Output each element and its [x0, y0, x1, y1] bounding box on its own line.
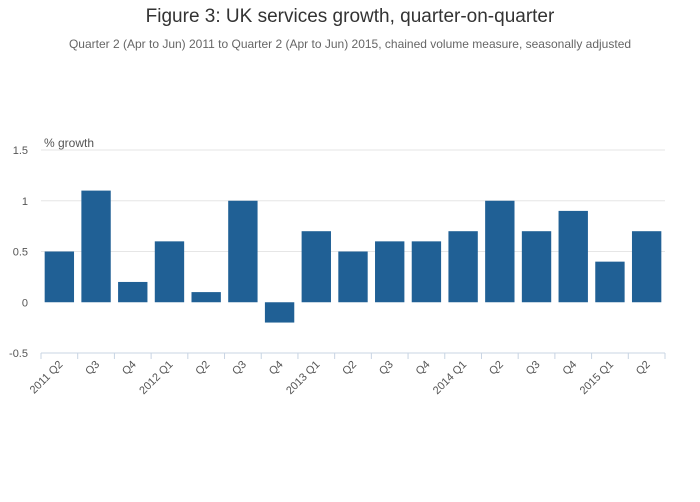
x-tick-label: Q2	[634, 359, 653, 378]
y-tick-label: 0	[22, 297, 28, 309]
bar	[411, 241, 442, 303]
x-tick-label: 2013 Q1	[284, 359, 322, 397]
chart-title: Figure 3: UK services growth, quarter-on…	[145, 6, 555, 27]
x-tick-label: Q3	[83, 359, 102, 378]
bar	[118, 281, 148, 303]
x-tick-label: Q2	[487, 359, 506, 378]
chart-subtitle: Quarter 2 (Apr to Jun) 2011 to Quarter 2…	[68, 37, 632, 51]
x-tick-label: Q4	[414, 359, 433, 378]
x-tick-label: 2015 Q1	[578, 359, 616, 397]
x-tick-label: Q3	[230, 359, 249, 378]
y-axis-label: % growth	[44, 136, 94, 150]
bar	[81, 190, 111, 303]
x-tick-label: 2014 Q1	[431, 359, 469, 397]
bar	[375, 241, 405, 303]
x-tick-label: Q4	[267, 359, 286, 378]
x-tick-label: Q3	[377, 359, 396, 378]
bar	[595, 261, 625, 303]
bar	[44, 251, 75, 303]
x-tick-label: Q4	[560, 359, 579, 378]
bar	[228, 200, 258, 303]
bar	[448, 231, 478, 303]
bar	[558, 210, 588, 303]
y-tick-label: 1.5	[13, 145, 28, 157]
y-tick-label: -0.5	[9, 348, 28, 360]
y-tick-label: 0.5	[13, 247, 28, 259]
bar	[521, 231, 552, 303]
x-tick-label: 2011 Q2	[28, 359, 66, 397]
bar	[264, 302, 295, 323]
bar	[301, 231, 331, 303]
bar	[631, 231, 662, 303]
bar	[154, 241, 185, 303]
x-tick-label: Q2	[340, 359, 359, 378]
y-tick-label: 1	[22, 196, 28, 208]
bar	[191, 292, 221, 303]
y-axis: 1.5 1 0.5 0 -0.5	[9, 145, 28, 360]
x-axis	[40, 352, 666, 359]
bar	[338, 251, 368, 303]
bar	[485, 200, 515, 303]
x-tick-label: Q2	[193, 359, 212, 378]
x-tick-label: 2012 Q1	[137, 359, 175, 397]
bars	[44, 190, 662, 323]
x-tick-label: Q4	[120, 359, 139, 378]
x-tick-label: Q3	[524, 359, 543, 378]
